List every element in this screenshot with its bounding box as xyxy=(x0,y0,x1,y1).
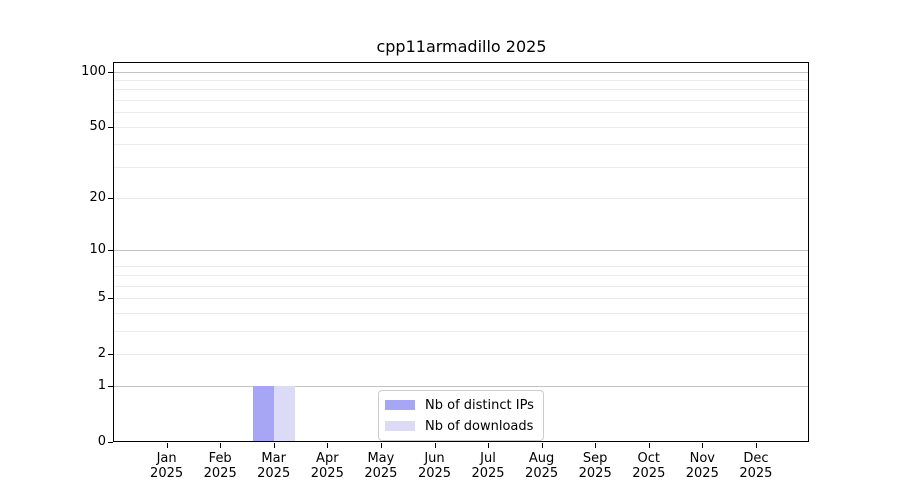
bar-nb-of-distinct-ips xyxy=(252,386,274,442)
x-tick-month: Apr xyxy=(316,451,339,466)
gridline-minor xyxy=(114,166,809,168)
y-tick-mark xyxy=(108,298,113,300)
x-tick-label: Mar 2025 xyxy=(247,451,301,481)
y-tick-mark xyxy=(108,442,113,443)
gridline-minor xyxy=(114,330,809,332)
x-tick-month: Nov xyxy=(689,451,715,466)
gridline-minor xyxy=(114,353,809,355)
y-tick-mark xyxy=(108,197,113,199)
x-tick-year: 2025 xyxy=(203,466,237,481)
gridline-minor xyxy=(114,197,809,199)
legend: Nb of distinct IPs Nb of downloads xyxy=(378,390,544,441)
x-tick-mark xyxy=(702,443,704,448)
gridline-major xyxy=(114,386,809,388)
x-tick-month: Jun xyxy=(424,451,445,466)
x-tick-mark xyxy=(220,443,222,448)
gridline-minor xyxy=(114,126,809,128)
legend-label-downloads: Nb of downloads xyxy=(425,418,534,434)
x-tick-month: Jul xyxy=(480,451,496,466)
gridline-minor xyxy=(114,144,809,145)
x-tick-label: Oct 2025 xyxy=(622,451,676,481)
gridline-minor xyxy=(114,89,809,91)
x-tick-label: Feb 2025 xyxy=(193,451,247,481)
gridline-minor xyxy=(114,275,809,277)
y-tick-label: 20 xyxy=(89,189,106,205)
x-tick-month: May xyxy=(367,451,395,466)
x-tick-year: 2025 xyxy=(739,466,773,481)
gridline-minor xyxy=(114,312,809,314)
x-tick-month: Feb xyxy=(208,451,232,466)
x-tick-month: Oct xyxy=(637,451,661,466)
x-tick-mark xyxy=(488,443,489,448)
y-tick-label: 50 xyxy=(89,118,106,134)
chart-title: cpp11armadillo 2025 xyxy=(376,37,547,56)
x-tick-month: Dec xyxy=(743,451,769,466)
y-tick-label: 5 xyxy=(97,290,106,306)
y-tick-label: 10 xyxy=(89,241,106,257)
x-tick-label: Sep 2025 xyxy=(568,451,622,481)
gridline-minor xyxy=(114,80,809,82)
legend-row-downloads: Nb of downloads xyxy=(385,417,534,435)
gridline-minor xyxy=(114,265,809,267)
y-tick-label: 100 xyxy=(81,63,106,79)
gridline-major xyxy=(114,71,809,73)
legend-swatch-distinct-ips xyxy=(385,400,415,410)
y-tick-mark xyxy=(108,249,113,251)
x-tick-label: Dec 2025 xyxy=(729,451,783,481)
x-tick-year: 2025 xyxy=(471,466,505,481)
x-tick-label: Jul 2025 xyxy=(461,451,515,481)
gridline-minor xyxy=(114,112,809,114)
x-tick-label: Nov 2025 xyxy=(675,451,729,481)
x-tick-month: Mar xyxy=(261,451,286,466)
y-tick-mark xyxy=(108,386,113,388)
y-tick-label: 0 xyxy=(97,434,106,449)
y-tick-mark xyxy=(108,353,113,355)
x-tick-mark xyxy=(327,443,329,448)
x-tick-mark xyxy=(380,443,382,448)
x-tick-month: Jan xyxy=(156,451,177,466)
x-tick-year: 2025 xyxy=(685,466,719,481)
x-tick-mark xyxy=(595,443,597,448)
x-tick-year: 2025 xyxy=(525,466,559,481)
x-tick-year: 2025 xyxy=(417,466,452,481)
x-tick-year: 2025 xyxy=(310,466,344,481)
x-tick-label: Apr 2025 xyxy=(300,451,354,481)
x-tick-year: 2025 xyxy=(150,466,184,481)
x-tick-label: Aug 2025 xyxy=(515,451,569,481)
x-tick-year: 2025 xyxy=(257,466,291,481)
legend-label-distinct-ips: Nb of distinct IPs xyxy=(425,397,534,413)
y-tick-mark xyxy=(108,126,113,128)
x-tick-label: Jan 2025 xyxy=(140,451,194,481)
y-tick-label: 1 xyxy=(97,378,106,394)
x-tick-mark xyxy=(541,443,543,448)
x-tick-label: Jun 2025 xyxy=(408,451,462,481)
y-tick-label: 2 xyxy=(97,345,106,361)
y-tick-mark xyxy=(108,71,113,73)
x-tick-year: 2025 xyxy=(578,466,612,481)
gridline-major xyxy=(114,249,809,251)
gridline-minor xyxy=(114,298,809,300)
plot-area xyxy=(113,62,809,442)
bar-nb-of-downloads xyxy=(273,386,295,442)
legend-swatch-downloads xyxy=(385,421,415,431)
x-tick-mark xyxy=(648,443,650,448)
x-tick-month: Sep xyxy=(582,451,608,466)
legend-row-distinct-ips: Nb of distinct IPs xyxy=(385,396,534,414)
x-tick-year: 2025 xyxy=(632,466,666,481)
x-tick-mark xyxy=(434,443,436,448)
x-tick-mark xyxy=(166,443,168,448)
gridline-minor xyxy=(114,285,809,287)
x-tick-label: May 2025 xyxy=(354,451,408,481)
x-tick-mark xyxy=(755,443,757,448)
gridline-minor xyxy=(114,100,809,101)
x-tick-year: 2025 xyxy=(364,466,398,481)
x-tick-mark xyxy=(273,443,275,448)
x-tick-month: Aug xyxy=(528,451,555,466)
